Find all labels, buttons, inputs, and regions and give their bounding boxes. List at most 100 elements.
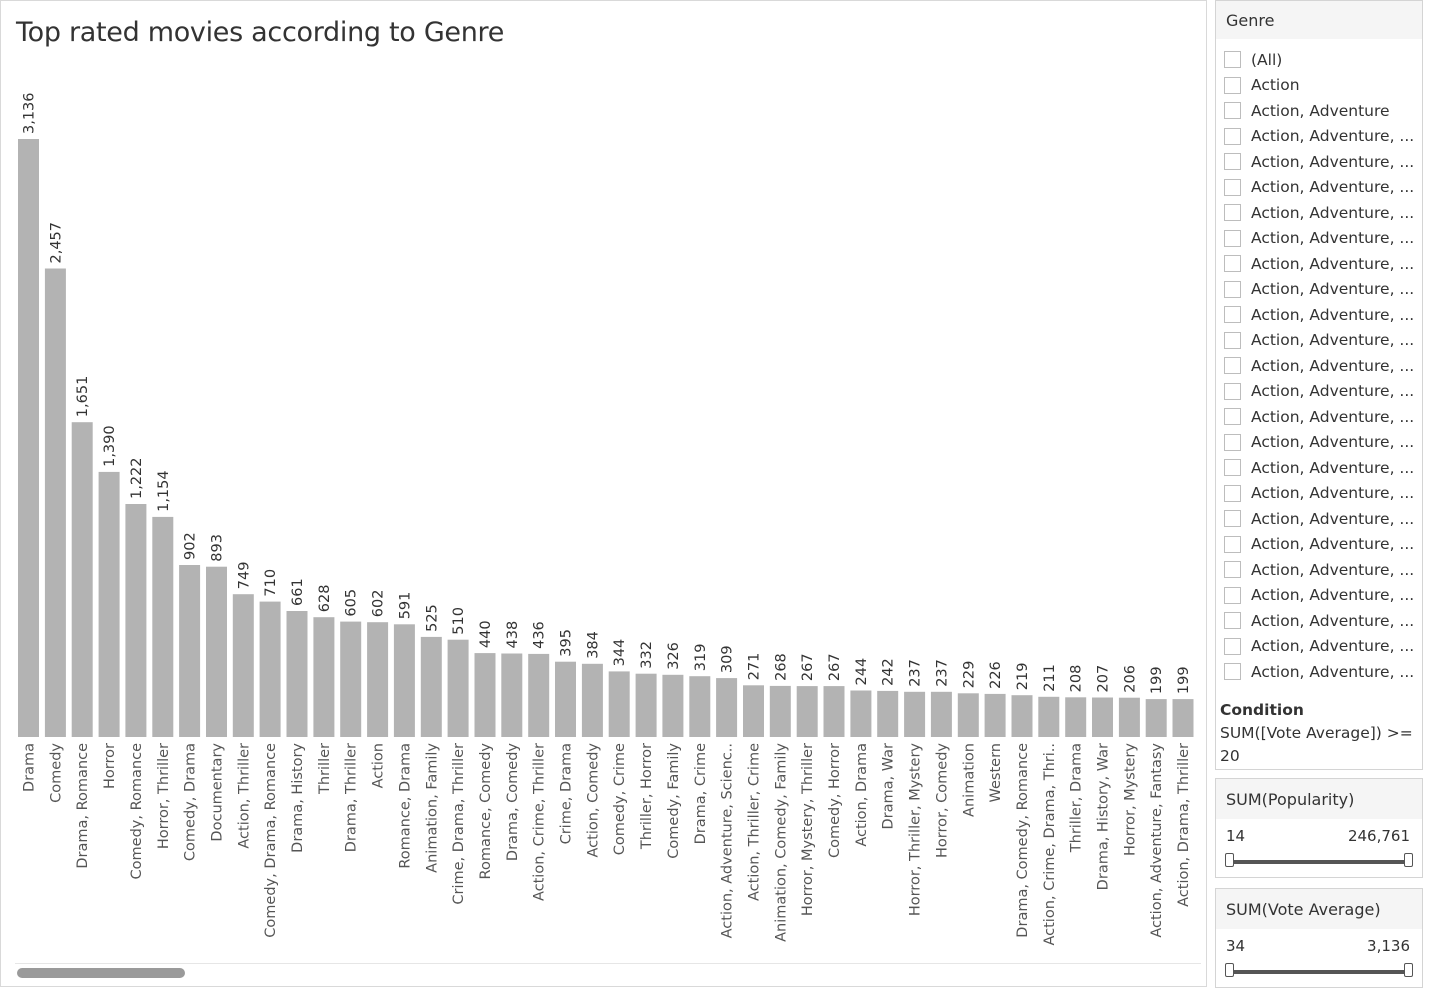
bar[interactable] xyxy=(125,504,147,737)
genre-checkbox[interactable] xyxy=(1224,663,1241,681)
genre-checkbox[interactable] xyxy=(1224,612,1241,630)
bar[interactable] xyxy=(904,691,926,737)
genre-filter-item[interactable]: Action, Adventure, ... xyxy=(1224,200,1420,226)
genre-filter-item[interactable]: Action, Adventure, ... xyxy=(1224,481,1420,507)
genre-filter-item[interactable]: Action, Adventure, ... xyxy=(1224,226,1420,252)
bar[interactable] xyxy=(1118,697,1140,737)
genre-filter-item[interactable]: Action, Adventure xyxy=(1224,98,1420,124)
bar[interactable] xyxy=(823,686,845,737)
genre-checkbox[interactable] xyxy=(1224,459,1241,477)
genre-checkbox[interactable] xyxy=(1224,178,1241,196)
popularity-slider-max-handle[interactable] xyxy=(1404,853,1413,867)
genre-filter-item[interactable]: Action, Adventure, ... xyxy=(1224,124,1420,150)
bar[interactable] xyxy=(581,663,603,737)
bar[interactable] xyxy=(340,621,362,737)
genre-checkbox[interactable] xyxy=(1224,51,1241,69)
genre-filter-item[interactable]: Action, Adventure, ... xyxy=(1224,404,1420,430)
bar[interactable] xyxy=(232,594,254,737)
genre-filter-item[interactable]: Action, Adventure, ... xyxy=(1224,379,1420,405)
bar[interactable] xyxy=(286,611,308,737)
genre-checkbox[interactable] xyxy=(1224,586,1241,604)
bar[interactable] xyxy=(743,685,764,737)
bar[interactable] xyxy=(930,691,952,737)
genre-filter-item[interactable]: Action, Adventure, ... xyxy=(1224,149,1420,175)
bar[interactable] xyxy=(1172,699,1194,737)
bar[interactable] xyxy=(179,565,201,737)
bar[interactable] xyxy=(98,471,120,737)
genre-filter-item[interactable]: Action, Adventure, ... xyxy=(1224,251,1420,277)
scrollbar-thumb[interactable] xyxy=(17,968,185,978)
genre-filter-item[interactable]: Action, Adventure, ... xyxy=(1224,302,1420,328)
genre-filter-item[interactable]: Action, Adventure, ... xyxy=(1224,455,1420,481)
genre-filter-item[interactable]: Action, Adventure, ... xyxy=(1224,532,1420,558)
bar[interactable] xyxy=(877,690,899,737)
genre-checkbox[interactable] xyxy=(1224,255,1241,273)
popularity-slider-min-handle[interactable] xyxy=(1225,853,1234,867)
bar[interactable] xyxy=(1065,697,1087,737)
bar[interactable] xyxy=(474,653,496,737)
genre-checkbox[interactable] xyxy=(1224,153,1241,171)
genre-checkbox[interactable] xyxy=(1224,535,1241,553)
vote-average-slider-min-handle[interactable] xyxy=(1225,963,1234,977)
bar[interactable] xyxy=(689,676,711,737)
popularity-slider-track[interactable] xyxy=(1230,860,1408,864)
genre-checkbox[interactable] xyxy=(1224,484,1241,502)
vote-average-slider-track[interactable] xyxy=(1230,970,1408,974)
genre-checkbox[interactable] xyxy=(1224,357,1241,375)
bar[interactable] xyxy=(796,686,818,737)
bar[interactable] xyxy=(44,268,66,738)
bar[interactable] xyxy=(1092,697,1113,738)
genre-filter-item[interactable]: Action, Adventure, ... xyxy=(1224,634,1420,660)
bar[interactable] xyxy=(313,617,335,737)
bar[interactable] xyxy=(1011,695,1033,737)
bar[interactable] xyxy=(152,516,174,737)
bar[interactable] xyxy=(206,566,227,737)
bar[interactable] xyxy=(608,671,630,737)
genre-filter-item[interactable]: Action, Adventure, ... xyxy=(1224,353,1420,379)
genre-checkbox[interactable] xyxy=(1224,331,1241,349)
genre-checkbox[interactable] xyxy=(1224,280,1241,298)
bar[interactable] xyxy=(716,678,738,737)
bar[interactable] xyxy=(501,653,523,738)
genre-checkbox[interactable] xyxy=(1224,510,1241,528)
bar[interactable] xyxy=(18,139,39,737)
bar[interactable] xyxy=(957,693,979,737)
bar[interactable] xyxy=(769,685,791,737)
genre-checkbox[interactable] xyxy=(1224,306,1241,324)
bar[interactable] xyxy=(259,601,281,737)
genre-checkbox[interactable] xyxy=(1224,204,1241,222)
genre-filter-item[interactable]: Action, Adventure, ... xyxy=(1224,659,1420,685)
genre-checkbox[interactable] xyxy=(1224,127,1241,145)
genre-filter-item[interactable]: Action, Adventure, ... xyxy=(1224,608,1420,634)
bar[interactable] xyxy=(555,661,576,737)
genre-filter-item[interactable]: Action, Adventure, ... xyxy=(1224,506,1420,532)
bar[interactable] xyxy=(447,639,469,737)
vote-average-slider-max-handle[interactable] xyxy=(1404,963,1413,977)
genre-checkbox[interactable] xyxy=(1224,637,1241,655)
genre-filter-item[interactable]: (All) xyxy=(1224,47,1420,73)
genre-checkbox[interactable] xyxy=(1224,76,1241,94)
bar[interactable] xyxy=(367,622,389,737)
genre-checkbox[interactable] xyxy=(1224,229,1241,247)
bar[interactable] xyxy=(635,673,657,737)
genre-filter-item[interactable]: Action xyxy=(1224,73,1420,99)
bar[interactable] xyxy=(393,624,415,737)
genre-checkbox[interactable] xyxy=(1224,561,1241,579)
genre-checkbox[interactable] xyxy=(1224,408,1241,426)
bar[interactable] xyxy=(850,690,872,738)
bar[interactable] xyxy=(984,693,1006,737)
bar[interactable] xyxy=(662,674,684,737)
genre-filter-item[interactable]: Action, Adventure, ... xyxy=(1224,328,1420,354)
genre-checkbox[interactable] xyxy=(1224,102,1241,120)
bar[interactable] xyxy=(71,422,93,737)
genre-checkbox[interactable] xyxy=(1224,382,1241,400)
genre-filter-item[interactable]: Action, Adventure, ... xyxy=(1224,557,1420,583)
bar[interactable] xyxy=(420,636,442,737)
genre-filter-item[interactable]: Action, Adventure, ... xyxy=(1224,277,1420,303)
bar[interactable] xyxy=(1038,696,1060,737)
bar[interactable] xyxy=(1145,699,1167,737)
horizontal-scrollbar[interactable] xyxy=(15,963,1201,982)
genre-checkbox[interactable] xyxy=(1224,433,1241,451)
genre-filter-item[interactable]: Action, Adventure, ... xyxy=(1224,175,1420,201)
genre-filter-list[interactable]: (All) Action Action, Adventure Action, Adve… xyxy=(1224,47,1420,687)
